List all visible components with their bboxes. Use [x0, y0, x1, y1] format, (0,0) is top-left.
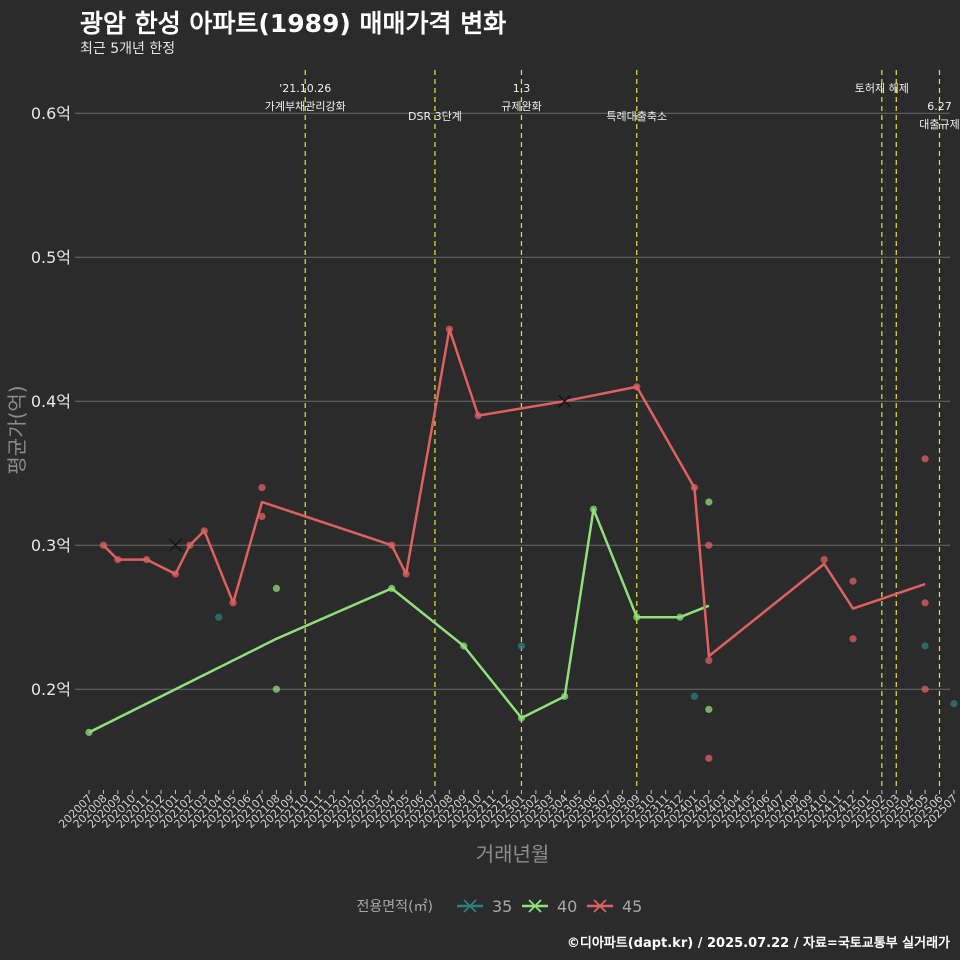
- legend-key-marker-35: [463, 899, 477, 913]
- data-point-45: [705, 656, 713, 665]
- data-point-45: [258, 512, 266, 521]
- event-annotation: 규제완화: [501, 100, 541, 113]
- data-point-40: [272, 685, 280, 693]
- event-annotation: DSR 3단계: [408, 110, 462, 123]
- data-point-45: [171, 570, 180, 578]
- data-point-45: [921, 455, 929, 463]
- data-point-35: [517, 642, 526, 650]
- event-annotation: 토허제 해제: [855, 81, 909, 95]
- data-point-40: [460, 642, 468, 650]
- data-point-45: [633, 383, 641, 391]
- data-point-45: [402, 570, 410, 578]
- data-point-45: [143, 556, 151, 564]
- data-point-45: [820, 556, 828, 564]
- legend-label-35: 35: [492, 897, 512, 916]
- chart-subtitle: 최근 5개년 한정: [80, 41, 176, 57]
- data-point-45: [849, 635, 857, 643]
- data-point-40: [676, 613, 684, 621]
- event-annotation: 특례대출축소: [606, 110, 667, 123]
- legend-key-marker-45: [593, 899, 607, 913]
- y-tick-label: 0.3억: [31, 536, 71, 555]
- highlight-marker: [169, 538, 182, 552]
- data-point-45: [849, 577, 857, 585]
- legend-title: 전용면적(㎡): [357, 899, 433, 915]
- y-tick-label: 0.6억: [31, 104, 71, 123]
- series-line-40: [88, 507, 710, 734]
- data-point-45: [474, 412, 482, 420]
- y-axis-title: 평균가(억): [5, 385, 29, 474]
- data-point-45: [690, 484, 699, 492]
- event-annotation: 6.27: [927, 100, 952, 113]
- series-line-45: [102, 327, 926, 658]
- highlight-marker: [558, 394, 572, 408]
- data-point-45: [114, 556, 122, 564]
- data-point-45: [99, 541, 108, 549]
- data-point-40: [272, 584, 280, 593]
- data-point-35: [215, 613, 223, 621]
- data-point-45: [388, 541, 396, 549]
- event-annotation: 1.3: [513, 82, 531, 95]
- chart-title: 광암 한성 아파트(1989) 매매가격 변화: [80, 9, 507, 38]
- data-point-40: [561, 692, 569, 701]
- event-annotation: '21.10.26: [279, 82, 331, 95]
- y-tick-label: 0.5억: [31, 248, 71, 267]
- data-point-40: [589, 505, 598, 513]
- legend-key-marker-40: [528, 899, 542, 913]
- data-point-40: [517, 714, 526, 722]
- data-point-45: [705, 541, 713, 549]
- source-caption: ©디아파트(dapt.kr) / 2025.07.22 / 자료=국토교통부 실…: [566, 936, 950, 951]
- legend-label-45: 45: [622, 897, 642, 916]
- data-point-45: [921, 685, 929, 693]
- data-point-45: [229, 599, 237, 607]
- data-point-45: [258, 484, 266, 492]
- data-point-40: [85, 728, 93, 737]
- data-point-45: [200, 527, 208, 535]
- data-point-35: [690, 692, 699, 701]
- data-point-45: [186, 541, 194, 549]
- data-point-40: [633, 613, 641, 621]
- data-point-45: [921, 599, 929, 607]
- data-point-40: [705, 498, 713, 506]
- y-tick-label: 0.2억: [31, 680, 71, 699]
- event-annotation: 대출규제: [919, 118, 959, 131]
- data-point-45: [705, 754, 713, 762]
- data-point-40: [705, 705, 713, 713]
- y-tick-label: 0.4억: [31, 392, 71, 411]
- data-point-35: [950, 700, 958, 708]
- data-point-35: [921, 642, 929, 650]
- legend-label-40: 40: [557, 897, 577, 916]
- x-axis-title: 거래년월: [476, 842, 550, 866]
- data-point-45: [445, 325, 453, 333]
- event-annotation: 가계부채관리강화: [265, 100, 346, 113]
- data-point-40: [388, 584, 396, 593]
